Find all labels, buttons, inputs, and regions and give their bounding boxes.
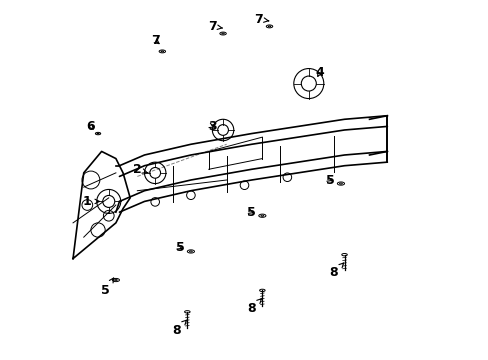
Text: 7: 7 <box>150 34 159 47</box>
Text: 6: 6 <box>86 120 95 133</box>
Text: 4: 4 <box>314 66 323 79</box>
Text: 5: 5 <box>101 278 113 297</box>
Text: 1: 1 <box>83 195 99 208</box>
Text: 5: 5 <box>247 206 256 219</box>
Text: 8: 8 <box>172 320 186 337</box>
Text: 7: 7 <box>254 13 268 26</box>
Text: 3: 3 <box>207 120 216 133</box>
Text: 8: 8 <box>329 263 343 279</box>
Text: 5: 5 <box>325 174 334 186</box>
Text: 5: 5 <box>176 241 184 255</box>
Text: 2: 2 <box>133 163 147 176</box>
Text: 7: 7 <box>207 20 222 33</box>
Text: 8: 8 <box>247 299 261 315</box>
